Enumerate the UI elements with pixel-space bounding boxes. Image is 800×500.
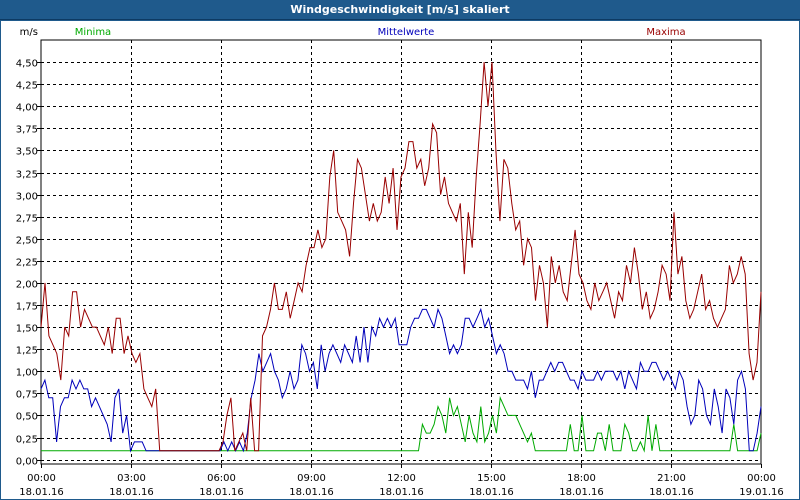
wind-speed-chart: 0,00 0,25 0,50 0,75 1,00 1,25 1,50 1,75 2,00 2,25… [16, 27, 784, 498]
y-tick-label: 0,25 [16, 435, 38, 446]
y-tick-label: 1,00 [16, 368, 38, 379]
y-tick-label: 0,00 [16, 457, 38, 468]
y-axis-label: m/s [20, 27, 38, 38]
y-tick-label: 1,75 [16, 302, 38, 313]
chart-frame: 0,00 0,25 0,50 0,75 1,00 1,25 1,50 1,75 2,00 2,25… [0, 20, 800, 500]
x-tick-date: 18.01.16 [649, 487, 694, 498]
y-tick-label: 3,25 [16, 170, 38, 181]
x-tick-date: 18.01.16 [379, 487, 424, 498]
x-tick-time: 18:00 [567, 473, 596, 484]
x-tick-date: 18.01.16 [19, 487, 64, 498]
y-tick-label: 2,00 [16, 280, 38, 291]
y-tick-label: 4,50 [16, 59, 38, 70]
legend-mittelwerte: Mittelwerte [378, 27, 435, 38]
y-tick-label: 4,00 [16, 103, 38, 114]
window-title: Windgeschwindigkeit [m/s] skaliert [290, 3, 510, 16]
series-line-maxima [40, 62, 762, 452]
x-tick-time: 12:00 [387, 473, 416, 484]
x-tick-time: 03:00 [117, 473, 146, 484]
y-tick-label: 4,25 [16, 81, 38, 92]
y-tick-label: 2,75 [16, 214, 38, 225]
x-tick-time: 00:00 [27, 473, 56, 484]
legend-maxima: Maxima [646, 27, 685, 38]
x-tick-time: 06:00 [207, 473, 236, 484]
x-tick-time: 00:00 [747, 473, 776, 484]
legend-minima: Minima [75, 27, 111, 38]
y-tick-label: 2,25 [16, 258, 38, 269]
x-tick-date: 18.01.16 [469, 487, 514, 498]
y-tick-label: 0,75 [16, 390, 38, 401]
x-tick-date: 19.01.16 [739, 487, 784, 498]
y-tick-label: 1,50 [16, 324, 38, 335]
y-tick-label: 3,75 [16, 125, 38, 136]
y-tick-label: 3,50 [16, 147, 38, 158]
y-tick-label: 1,25 [16, 346, 38, 357]
x-tick-date: 18.01.16 [109, 487, 154, 498]
x-tick-date: 18.01.16 [289, 487, 334, 498]
x-tick-date: 18.01.16 [199, 487, 244, 498]
x-tick-time: 21:00 [657, 473, 686, 484]
x-tick-date: 18.01.16 [559, 487, 604, 498]
x-tick-time: 15:00 [477, 473, 506, 484]
title-bar: Windgeschwindigkeit [m/s] skaliert [0, 0, 800, 20]
y-tick-label: 0,50 [16, 412, 38, 423]
y-tick-label: 3,00 [16, 192, 38, 203]
x-tick-time: 09:00 [297, 473, 326, 484]
y-tick-label: 2,50 [16, 236, 38, 247]
